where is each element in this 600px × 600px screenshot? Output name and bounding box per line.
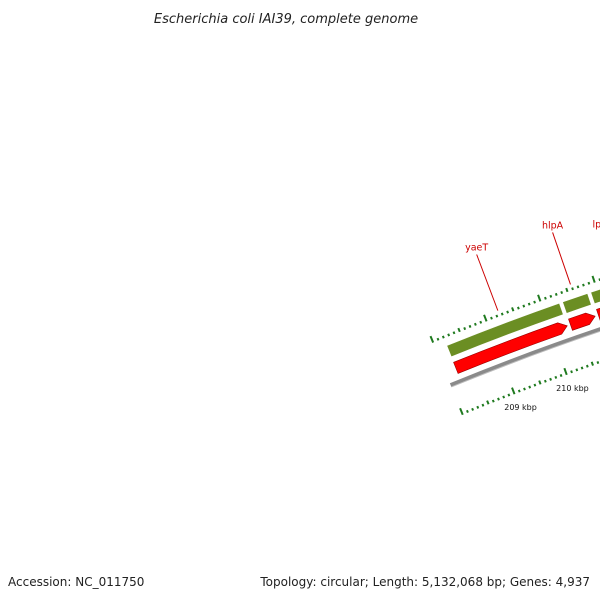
minor-tick [570,370,573,374]
minor-tick [575,368,579,372]
minor-tick [463,327,467,331]
minor-tick [468,324,472,328]
major-tick [563,367,568,376]
minor-tick [436,337,440,341]
minor-tick [502,395,506,399]
accession-text: Accession: NC_011750 [8,575,144,589]
minor-tick [549,377,552,381]
gene-label-lpxD: lpxD [592,219,600,230]
gene-segment-lpxD [590,288,600,305]
outer-tick-ring [429,275,600,343]
genome-summary-text: Topology: circular; Length: 5,132,068 bp… [259,575,590,589]
minor-tick [522,304,526,308]
gene-label-yaeT: yaeT [465,243,488,254]
major-tick [591,275,596,283]
minor-tick [506,310,509,314]
major-tick [429,335,435,343]
gene-track-top [446,288,600,358]
minor-tick [517,389,521,393]
minor-tick [511,307,515,312]
gene-leader-line [552,232,571,285]
minor-tick [554,292,558,296]
minor-tick [452,331,456,335]
map-title: Escherichia coli IAI39, complete genome [154,12,418,27]
gene-label-hlpA: hlpA [542,220,564,231]
minor-tick [571,287,574,291]
minor-tick [517,306,520,310]
minor-tick [582,283,585,287]
minor-tick [544,296,547,300]
cds-arrow-lpxD [596,307,600,321]
backbone-arc [449,327,600,387]
gene-segment-hlpA [562,293,592,314]
minor-tick [527,302,531,306]
minor-tick [471,407,474,411]
minor-tick [538,380,542,385]
minor-tick [447,333,451,337]
minor-tick [543,379,547,383]
minor-tick [466,409,469,413]
major-tick [537,294,542,302]
minor-tick [486,400,490,405]
minor-tick [554,375,558,379]
minor-tick [590,361,594,366]
minor-tick [523,387,526,391]
gene-track-bottom [453,307,600,374]
major-tick [459,407,464,416]
minor-tick [560,291,564,295]
minor-tick [491,399,495,403]
minor-tick [528,385,532,389]
backbone-highlight [451,330,600,388]
minor-tick [580,366,584,370]
axis-tick-label: 209 kbp [504,403,537,412]
minor-tick [565,287,569,293]
minor-tick [549,294,553,298]
minor-tick [474,322,477,326]
major-tick [511,387,516,395]
minor-tick [587,281,591,285]
minor-tick [481,403,485,407]
genome-backbone [449,327,600,388]
cds-arrow-hlpA [568,312,596,331]
minor-tick [441,335,445,339]
minor-tick [576,285,580,289]
minor-tick [559,373,563,378]
minor-tick [596,361,600,365]
gene-labels: yaeThlpAlpxDfabZlpxAlpxBrnhBdnaE209 kbp2… [465,219,600,412]
minor-tick [533,300,536,304]
minor-tick [585,364,589,368]
inner-tick-ring [459,361,600,416]
minor-tick [497,397,500,401]
gene-segment-yaeT [446,302,564,358]
minor-tick [490,316,493,320]
minor-tick [479,320,483,324]
minor-tick [495,314,499,318]
minor-tick [476,405,480,409]
cds-arrow-yaeT [453,322,568,374]
minor-tick [500,312,504,316]
minor-tick [533,383,537,387]
axis-tick-label: 210 kbp [556,384,589,393]
minor-tick [457,327,461,333]
major-tick [483,314,488,322]
gene-leader-line [476,254,499,311]
minor-tick [507,393,511,397]
